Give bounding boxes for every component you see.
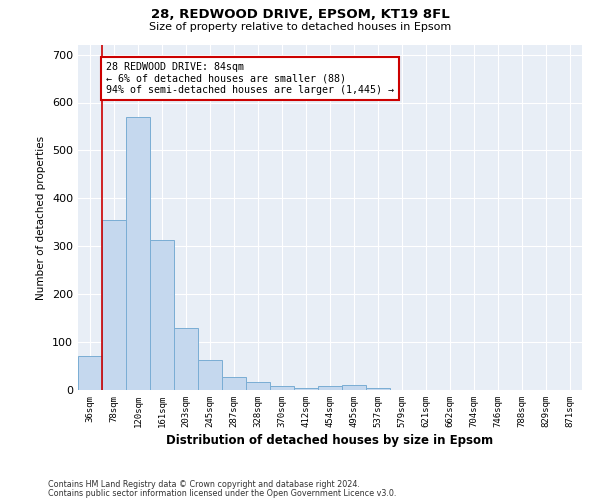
Bar — [174, 328, 198, 390]
Bar — [270, 386, 294, 390]
Bar — [198, 360, 222, 390]
Bar — [102, 220, 126, 390]
Text: Size of property relative to detached houses in Epsom: Size of property relative to detached ho… — [149, 22, 451, 32]
Text: 28, REDWOOD DRIVE, EPSOM, KT19 8FL: 28, REDWOOD DRIVE, EPSOM, KT19 8FL — [151, 8, 449, 20]
X-axis label: Distribution of detached houses by size in Epsom: Distribution of detached houses by size … — [166, 434, 494, 447]
Bar — [150, 240, 174, 390]
Bar — [246, 382, 270, 390]
Bar — [342, 385, 366, 390]
Text: Contains public sector information licensed under the Open Government Licence v3: Contains public sector information licen… — [48, 488, 397, 498]
Text: Contains HM Land Registry data © Crown copyright and database right 2024.: Contains HM Land Registry data © Crown c… — [48, 480, 360, 489]
Bar — [294, 388, 318, 390]
Bar — [78, 356, 102, 390]
Bar — [318, 386, 342, 390]
Bar — [366, 388, 390, 390]
Bar — [126, 117, 150, 390]
Text: 28 REDWOOD DRIVE: 84sqm
← 6% of detached houses are smaller (88)
94% of semi-det: 28 REDWOOD DRIVE: 84sqm ← 6% of detached… — [106, 62, 394, 95]
Bar — [222, 377, 246, 390]
Y-axis label: Number of detached properties: Number of detached properties — [37, 136, 46, 300]
